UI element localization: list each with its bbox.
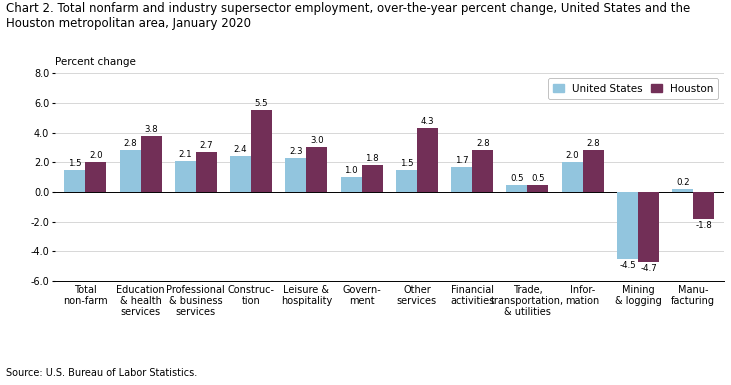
Text: -4.5: -4.5 (619, 261, 636, 270)
Text: 0.5: 0.5 (510, 174, 524, 182)
Bar (64, 170, 86, 192)
Text: 1.5: 1.5 (400, 159, 413, 168)
Bar (175, 161, 196, 192)
Bar (673, 189, 693, 192)
Bar (693, 192, 714, 219)
Bar (341, 177, 362, 192)
Bar (507, 184, 528, 192)
Text: 2.4: 2.4 (234, 146, 247, 154)
Text: 2.8: 2.8 (124, 139, 137, 149)
Bar (362, 165, 382, 192)
Bar (86, 162, 106, 192)
Bar (285, 158, 306, 192)
Text: 3.0: 3.0 (310, 136, 324, 146)
Bar (396, 170, 417, 192)
Text: 5.5: 5.5 (254, 99, 268, 108)
Text: 2.8: 2.8 (586, 139, 600, 149)
Bar (638, 192, 659, 262)
Text: 0.5: 0.5 (531, 174, 545, 182)
Text: 2.8: 2.8 (476, 139, 490, 149)
Text: 1.7: 1.7 (455, 156, 469, 165)
Text: -4.7: -4.7 (640, 264, 657, 273)
Text: 2.1: 2.1 (178, 150, 192, 159)
Text: 0.2: 0.2 (676, 178, 689, 187)
Text: Percent change: Percent change (55, 57, 136, 67)
Bar (140, 136, 162, 192)
Text: Houston metropolitan area, January 2020: Houston metropolitan area, January 2020 (6, 17, 251, 30)
Text: -1.8: -1.8 (695, 221, 712, 229)
Bar (583, 151, 604, 192)
Bar (528, 184, 548, 192)
Text: 2.0: 2.0 (565, 151, 579, 160)
Bar (119, 151, 140, 192)
Bar (417, 128, 438, 192)
Text: 1.5: 1.5 (68, 159, 82, 168)
Legend: United States, Houston: United States, Houston (548, 79, 719, 99)
Text: Chart 2. Total nonfarm and industry supersector employment, over-the-year percen: Chart 2. Total nonfarm and industry supe… (6, 2, 690, 15)
Bar (617, 192, 638, 259)
Bar (472, 151, 493, 192)
Bar (251, 110, 272, 192)
Text: 1.8: 1.8 (366, 154, 379, 163)
Bar (561, 162, 583, 192)
Text: 2.7: 2.7 (200, 141, 213, 150)
Text: 1.0: 1.0 (344, 166, 358, 175)
Text: Source: U.S. Bureau of Labor Statistics.: Source: U.S. Bureau of Labor Statistics. (6, 368, 197, 378)
Bar (451, 167, 472, 192)
Bar (230, 156, 251, 192)
Text: 3.8: 3.8 (144, 125, 158, 134)
Text: 2.0: 2.0 (89, 151, 102, 160)
Text: 2.3: 2.3 (289, 147, 303, 156)
Text: 4.3: 4.3 (420, 117, 434, 126)
Bar (196, 152, 217, 192)
Bar (306, 147, 327, 192)
